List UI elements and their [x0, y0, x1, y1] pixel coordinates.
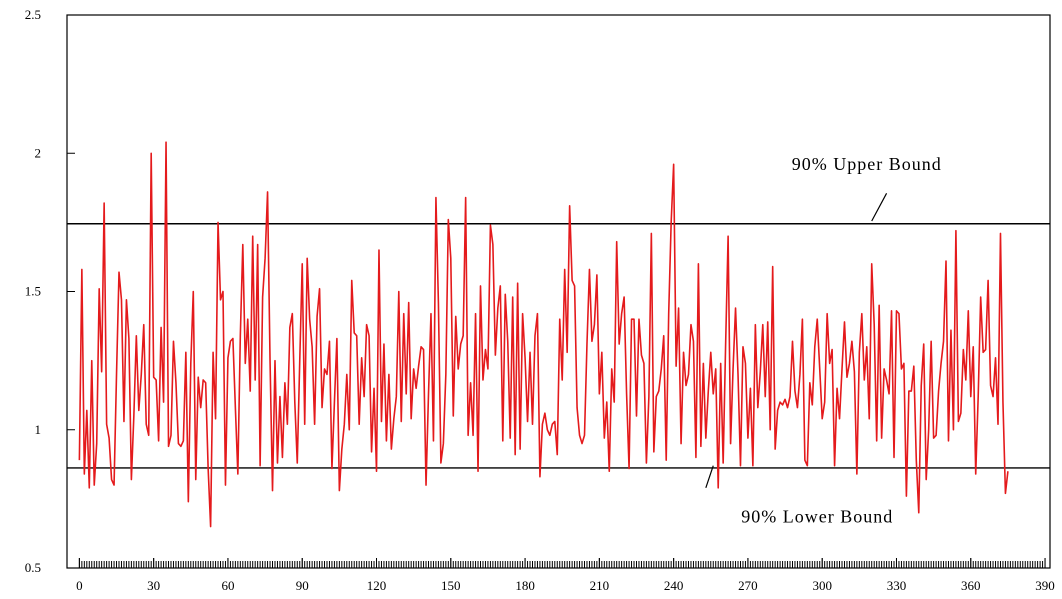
x-tick-label: 120: [367, 578, 387, 593]
x-tick-label: 360: [961, 578, 981, 593]
annotation-label: 90% Lower Bound: [741, 506, 893, 526]
y-tick-label: 2: [35, 145, 42, 160]
annotation-pointer: [705, 465, 714, 489]
annotation-label: 90% Upper Bound: [792, 154, 942, 174]
annotation-pointer: [871, 193, 888, 222]
bound-lines: [67, 223, 1050, 469]
x-tick-label: 300: [812, 578, 832, 593]
x-tick-label: 210: [590, 578, 610, 593]
data-series-line: [78, 141, 1009, 528]
plot-frame: [66, 14, 1051, 569]
x-tick-label: 30: [147, 578, 160, 593]
x-tick-label: 390: [1035, 578, 1055, 593]
x-tick-label: 60: [221, 578, 234, 593]
axes: 0.5 1 1.5 2 2.5 0 30 60 90 120 150 180 210 240 270 300 3…: [25, 7, 1055, 593]
y-tick-label: 2.5: [25, 7, 41, 22]
x-tick-label: 240: [664, 578, 684, 593]
x-tick-label: 90: [296, 578, 309, 593]
x-tick-label: 0: [76, 578, 83, 593]
x-tick-label: 330: [887, 578, 907, 593]
x-minor-ticks: [78, 558, 1046, 568]
y-tick-label: 0.5: [25, 560, 41, 575]
annotations: 90% Upper Bound 90% Lower Bound: [705, 154, 942, 526]
series-layer: [78, 141, 1009, 528]
x-tick-label: 150: [441, 578, 461, 593]
y-tick-label: 1.5: [25, 284, 41, 299]
x-tick-label: 180: [515, 578, 535, 593]
y-tick-label: 1: [35, 422, 42, 437]
x-tick-label: 270: [738, 578, 758, 593]
